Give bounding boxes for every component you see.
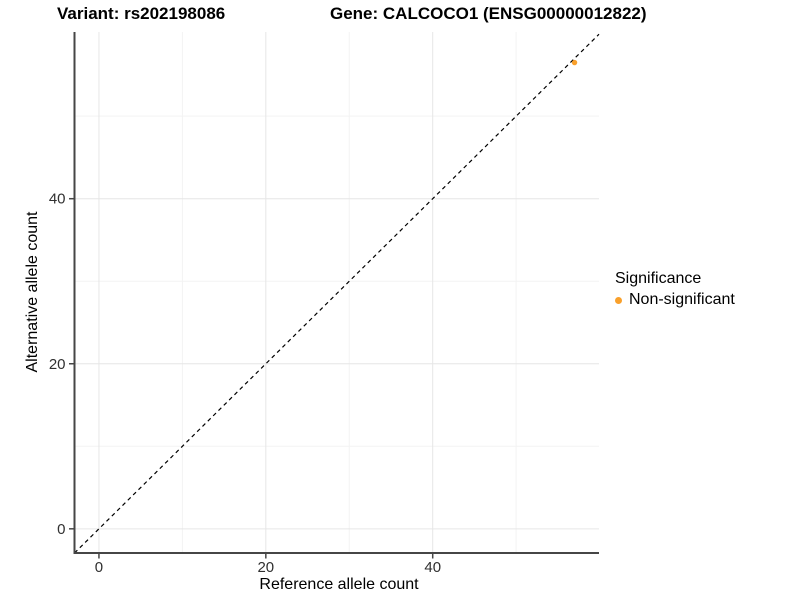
legend-title: Significance: [615, 270, 702, 287]
data-point: [571, 59, 578, 66]
legend: Significance Non-significant: [615, 270, 735, 309]
y-tick-label: 0: [57, 521, 65, 538]
variant-title: Variant: rs202198086: [57, 4, 226, 23]
legend-item-label: Non-significant: [629, 291, 735, 308]
gene-title: Gene: CALCOCO1 (ENSG00000012822): [330, 4, 647, 23]
x-tick-label: 40: [424, 559, 441, 576]
y-tick-label: 40: [49, 191, 66, 208]
x-axis-title: Reference allele count: [259, 576, 419, 593]
identity-line: [74, 33, 600, 554]
legend-point-icon: [615, 296, 622, 304]
x-tick-label: 0: [95, 559, 103, 576]
legend-item-non-significant: Non-significant: [615, 291, 735, 309]
y-tick-label: 20: [49, 356, 66, 373]
x-tick-label: 20: [257, 559, 274, 576]
y-axis-title: Alternative allele count: [24, 211, 41, 373]
